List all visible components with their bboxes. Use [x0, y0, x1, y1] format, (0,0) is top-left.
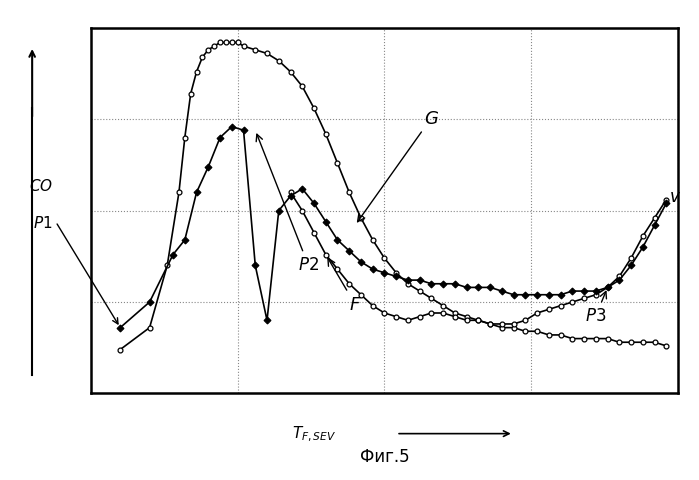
Text: $P2$: $P2$ — [257, 135, 319, 274]
Text: $CO$: $CO$ — [29, 178, 52, 193]
Text: $v$: $v$ — [669, 188, 682, 205]
Text: Фиг.5: Фиг.5 — [360, 446, 409, 465]
Text: $P3$: $P3$ — [585, 292, 607, 324]
Text: $T_{F,SEV}$: $T_{F,SEV}$ — [291, 424, 336, 444]
Text: $P1$: $P1$ — [34, 214, 52, 230]
Text: $F$: $F$ — [328, 259, 361, 314]
Text: $G$: $G$ — [358, 109, 439, 222]
